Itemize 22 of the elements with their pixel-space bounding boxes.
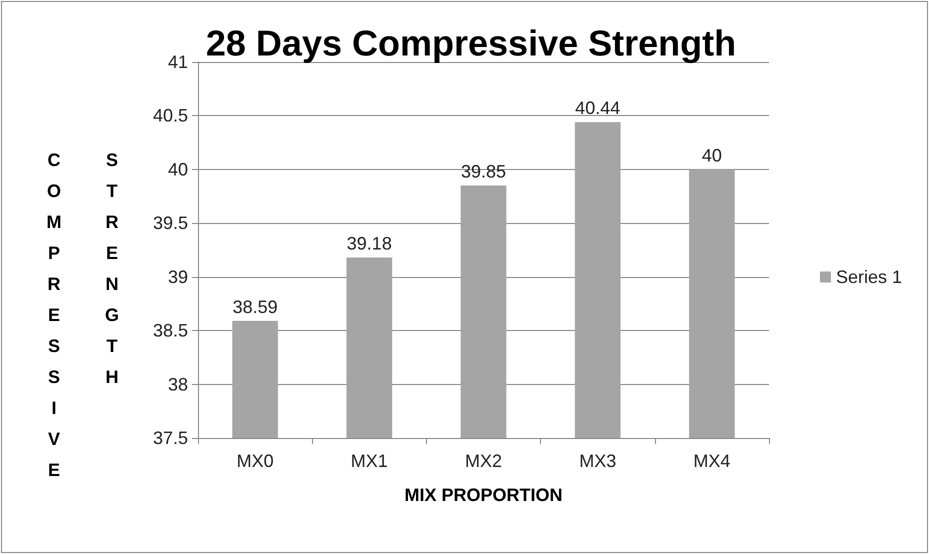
x-axis-title: MIX PROPORTION	[404, 485, 563, 505]
data-label: 39.85	[460, 162, 506, 182]
legend-label: Series 1	[836, 267, 902, 287]
x-tick-label: MX3	[579, 451, 616, 471]
x-tick-label: MX4	[693, 451, 730, 471]
x-tick-label: MX1	[350, 451, 388, 471]
x-tick-label: MX0	[236, 451, 274, 471]
data-label: 40	[702, 145, 722, 166]
x-tick-label: MX2	[464, 451, 502, 471]
y-tick-label: 37.5	[152, 428, 188, 448]
data-label: 40.44	[575, 98, 620, 118]
y-tick-label: 39	[168, 266, 188, 287]
y-tick-label: 40	[168, 159, 188, 180]
y-tick-label: 38	[168, 374, 188, 394]
y-tick-label: 40.5	[152, 106, 188, 126]
y-tick-label: 39.5	[152, 213, 188, 234]
text: COMPRESSIVE STRENGTH	[44, 150, 122, 491]
data-label: 39.18	[346, 234, 392, 254]
y-tick-label: 38.5	[152, 320, 188, 341]
data-label: 38.59	[232, 296, 278, 317]
chart-title: 28 Days Compressive Strength	[206, 22, 736, 64]
y-tick-label: 41	[168, 52, 188, 72]
